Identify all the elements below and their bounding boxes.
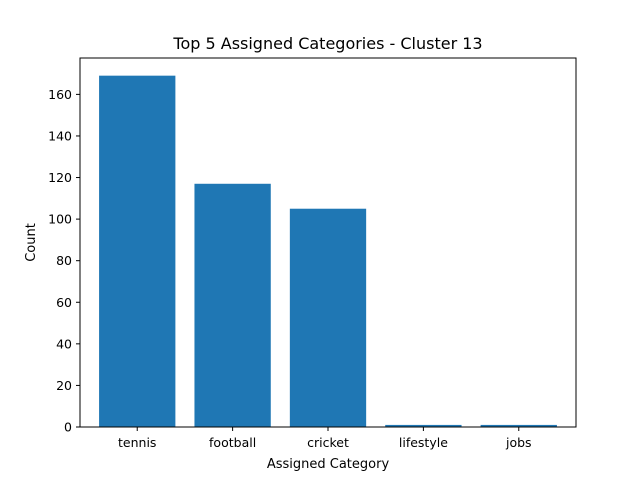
x-tick-label-jobs: jobs xyxy=(505,435,532,450)
bar-tennis xyxy=(99,75,176,428)
bar-football xyxy=(194,183,271,427)
x-tick-label-tennis: tennis xyxy=(118,435,156,450)
y-tick-label-100: 100 xyxy=(48,212,72,227)
x-axis: tennis football cricket lifestyle jobs xyxy=(118,427,532,450)
bars-group xyxy=(99,75,557,428)
y-tick-label-80: 80 xyxy=(56,253,72,268)
y-axis-label: Count xyxy=(24,223,39,262)
bar-cricket xyxy=(289,208,367,427)
y-tick-label-0: 0 xyxy=(64,420,72,435)
y-tick-label-160: 160 xyxy=(48,87,72,102)
x-tick-label-cricket: cricket xyxy=(307,435,349,450)
bar-lifestyle xyxy=(385,424,462,427)
y-tick-label-120: 120 xyxy=(48,170,72,185)
bar-jobs xyxy=(480,424,557,427)
y-tick-label-20: 20 xyxy=(56,378,72,393)
x-tick-label-lifestyle: lifestyle xyxy=(399,435,448,450)
y-tick-label-60: 60 xyxy=(56,295,72,310)
y-tick-label-40: 40 xyxy=(56,336,72,351)
y-axis: 0 20 40 60 80 100 120 140 160 xyxy=(48,87,80,435)
chart-title: Top 5 Assigned Categories - Cluster 13 xyxy=(172,34,482,53)
plot-frame xyxy=(79,57,577,428)
x-axis-label: Assigned Category xyxy=(267,457,390,472)
x-tick-label-football: football xyxy=(209,435,256,450)
y-tick-label-140: 140 xyxy=(48,128,72,143)
